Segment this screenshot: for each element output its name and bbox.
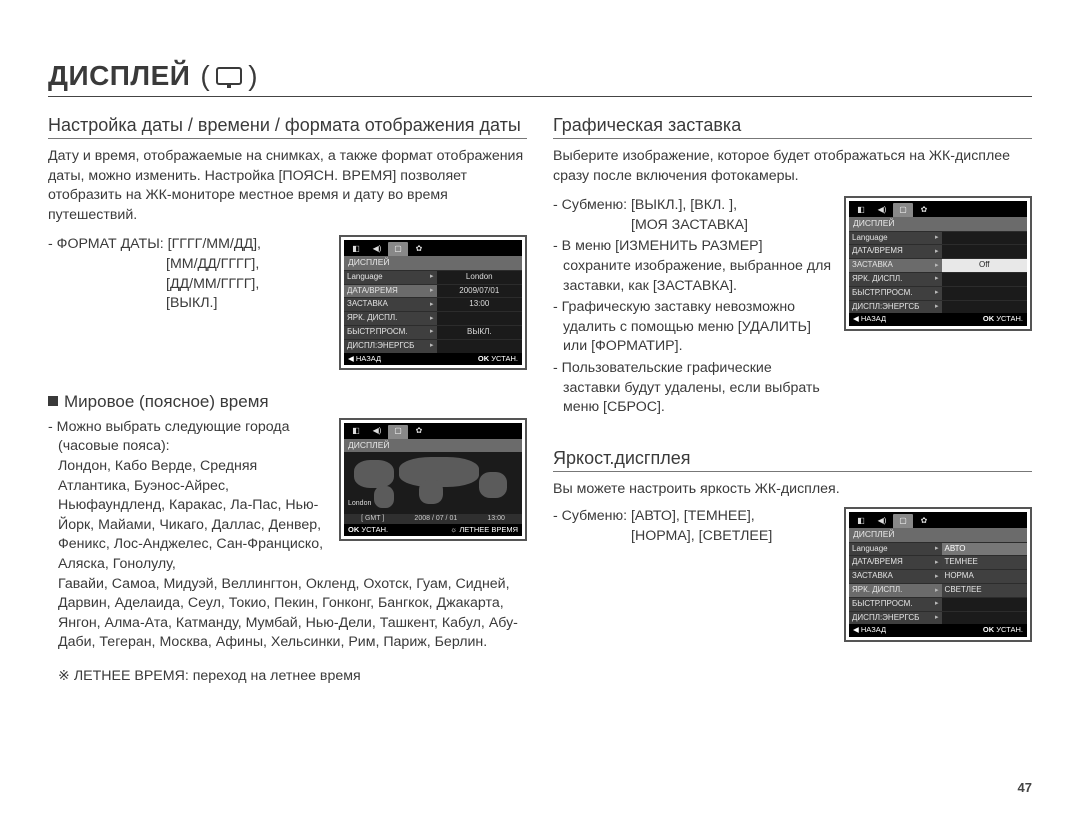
cam-widget-splash: ◧ ◀) ▢ ✿ ДИСПЛЕЙ Language▸ ДАТА/ВРЕМЯ▸ З… bbox=[844, 196, 1032, 330]
val-date: 2009/07/01 bbox=[437, 285, 522, 298]
world-map[interactable]: London [ GMT ] 2008 / 07 / 01 13:00 bbox=[344, 452, 522, 524]
opt-auto[interactable]: АВТО bbox=[942, 543, 1027, 556]
right-p1: Выберите изображение, которое будет отоб… bbox=[553, 147, 1032, 186]
menu-splash-4[interactable]: ЗАСТАВКА▸ bbox=[849, 570, 942, 583]
splash-sub1b: [МОЯ ЗАСТАВКА] bbox=[553, 216, 832, 236]
right-column: Графическая заставка Выберите изображени… bbox=[553, 115, 1032, 686]
map-city: London bbox=[348, 500, 371, 508]
menu-save[interactable]: ДИСПЛ:ЭНЕРГСБ▸ bbox=[344, 340, 437, 353]
cam-widget-brightness: ◧ ◀) ▢ ✿ ДИСПЛЕЙ Language▸АВТО ДАТА/ВРЕМ… bbox=[844, 507, 1032, 641]
menu-date-4[interactable]: ДАТА/ВРЕМЯ▸ bbox=[849, 556, 942, 569]
tab-camera-icon: ◧ bbox=[851, 514, 871, 528]
menu-bright-4[interactable]: ЯРК. ДИСПЛ.▸ bbox=[849, 584, 942, 597]
bright-text-block: - Субменю: [АВТО], [ТЕМНЕЕ], [НОРМА], [С… bbox=[553, 507, 832, 546]
menu-lang-4[interactable]: Language▸ bbox=[849, 543, 942, 556]
world-intro-block: - Можно выбрать следующие города (часовы… bbox=[48, 418, 327, 575]
menu-bright-3[interactable]: ЯРК. ДИСПЛ.▸ bbox=[849, 273, 942, 286]
world-subhead: Мировое (поясное) время bbox=[48, 392, 527, 412]
menu-save-3[interactable]: ДИСПЛ:ЭНЕРГСБ▸ bbox=[849, 301, 942, 314]
menu-quick[interactable]: БЫСТР.ПРОСМ.▸ bbox=[344, 326, 437, 339]
date-format-0: [ГГГГ/ММ/ДД], bbox=[168, 236, 261, 252]
page-number: 47 bbox=[1018, 780, 1032, 795]
tab-sound-icon: ◀) bbox=[367, 242, 387, 256]
menu-bright[interactable]: ЯРК. ДИСПЛ.▸ bbox=[344, 312, 437, 325]
left-intro: Дату и время, отображаемые на снимках, а… bbox=[48, 147, 527, 225]
tab-camera-icon: ◧ bbox=[346, 425, 366, 439]
tab-gear-icon: ✿ bbox=[409, 425, 429, 439]
tab-display-icon: ▢ bbox=[388, 425, 408, 439]
val-off: ВЫКЛ. bbox=[437, 326, 522, 339]
menu-splash-3[interactable]: ЗАСТАВКА▸ bbox=[849, 259, 942, 272]
menu-quick-3[interactable]: БЫСТР.ПРОСМ.▸ bbox=[849, 287, 942, 300]
display-icon bbox=[216, 67, 242, 85]
square-bullet-icon bbox=[48, 396, 58, 406]
dst-note: ※ ЛЕТНЕЕ ВРЕМЯ: переход на летнее время bbox=[48, 667, 527, 687]
menu-quick-4[interactable]: БЫСТР.ПРОСМ.▸ bbox=[849, 598, 942, 611]
page-title: ДИСПЛЕЙ ( ) bbox=[48, 60, 1032, 97]
date-format-block: - ФОРМАТ ДАТЫ: [ГГГГ/ММ/ДД], [ММ/ДД/ГГГГ… bbox=[48, 235, 327, 313]
val-off-en: Off bbox=[942, 259, 1027, 272]
tab-camera-icon: ◧ bbox=[346, 242, 366, 256]
foot-ok-2[interactable]: OK УСТАН. bbox=[348, 526, 388, 534]
splash-b3: - Пользовательские графические заставки … bbox=[553, 359, 832, 418]
menu-date-3[interactable]: ДАТА/ВРЕМЯ▸ bbox=[849, 245, 942, 258]
tab-display-icon: ▢ bbox=[388, 242, 408, 256]
opt-light[interactable]: СВЕТЛЕЕ bbox=[942, 584, 1027, 597]
splash-b1: - В меню [ИЗМЕНИТЬ РАЗМЕР] сохраните изо… bbox=[553, 237, 832, 296]
tab-display-icon: ▢ bbox=[893, 203, 913, 217]
foot-ok-4[interactable]: OK УСТАН. bbox=[983, 626, 1023, 634]
opt-dark[interactable]: ТЕМНЕЕ bbox=[942, 556, 1027, 569]
splash-text-block: - Субменю: [ВЫКЛ.], [ВКЛ. ], [МОЯ ЗАСТАВ… bbox=[553, 196, 832, 418]
tab-sound-icon: ◀) bbox=[872, 203, 892, 217]
splash-sub1: - Субменю: [ВЫКЛ.], [ВКЛ. ], bbox=[553, 196, 832, 216]
right-p2: Вы можете настроить яркость ЖК-дисплея. bbox=[553, 480, 1032, 500]
val-time: 13:00 bbox=[437, 298, 522, 311]
bright-sub2b: [НОРМА], [СВЕТЛЕЕ] bbox=[553, 527, 832, 547]
val-lang: London bbox=[437, 271, 522, 284]
menu-lang-3[interactable]: Language▸ bbox=[849, 232, 942, 245]
foot-ok-3[interactable]: OK УСТАН. bbox=[983, 315, 1023, 323]
tab-sound-icon: ◀) bbox=[872, 514, 892, 528]
cities-rest: Гавайи, Самоа, Мидуэй, Веллингтон, Оклен… bbox=[48, 575, 527, 653]
cities-partial: Лондон, Кабо Верде, Средняя Атлантика, Б… bbox=[48, 457, 327, 575]
foot-ok[interactable]: OK УСТАН. bbox=[478, 355, 518, 363]
menu-lang[interactable]: Language▸ bbox=[344, 271, 437, 284]
world-intro: - Можно выбрать следующие города (часовы… bbox=[48, 418, 327, 457]
tab-sound-icon: ◀) bbox=[367, 425, 387, 439]
cam-widget-datetime: ◧ ◀) ▢ ✿ ДИСПЛЕЙ Language▸London ДАТА/ВР… bbox=[339, 235, 527, 369]
left-column: Настройка даты / времени / формата отобр… bbox=[48, 115, 527, 686]
right-h1: Графическая заставка bbox=[553, 115, 1032, 139]
cam-widget-worldtime: ◧ ◀) ▢ ✿ ДИСПЛЕЙ London [ GM bbox=[339, 418, 527, 542]
menu-save-4[interactable]: ДИСПЛ:ЭНЕРГСБ▸ bbox=[849, 612, 942, 625]
cam-title-4: ДИСПЛЕЙ bbox=[849, 528, 1027, 541]
date-format-3: [ВЫКЛ.] bbox=[166, 295, 217, 311]
date-format-label: - ФОРМАТ ДАТЫ: bbox=[48, 236, 164, 252]
menu-date[interactable]: ДАТА/ВРЕМЯ▸ bbox=[344, 285, 437, 298]
splash-b2: - Графическую заставку невозможно удалит… bbox=[553, 298, 832, 357]
opt-norm[interactable]: НОРМА bbox=[942, 570, 1027, 583]
cam-title-3: ДИСПЛЕЙ bbox=[849, 217, 1027, 230]
tab-camera-icon: ◧ bbox=[851, 203, 871, 217]
date-format-2: [ДД/ММ/ГГГГ], bbox=[166, 276, 259, 292]
tab-gear-icon: ✿ bbox=[914, 514, 934, 528]
tab-gear-icon: ✿ bbox=[914, 203, 934, 217]
bright-sub2: - Субменю: [АВТО], [ТЕМНЕЕ], bbox=[553, 507, 832, 527]
date-format-1: [ММ/ДД/ГГГГ], bbox=[166, 256, 259, 272]
right-h2: Яркост.дисгплея bbox=[553, 448, 1032, 472]
title-icon-group: ( ) bbox=[200, 60, 258, 92]
cam-title-2: ДИСПЛЕЙ bbox=[344, 439, 522, 452]
foot-dst[interactable]: ☼ ЛЕТНЕЕ ВРЕМЯ bbox=[450, 526, 518, 534]
left-heading: Настройка даты / времени / формата отобр… bbox=[48, 115, 527, 139]
foot-back-3[interactable]: ◀ НАЗАД bbox=[853, 315, 886, 323]
foot-back-4[interactable]: ◀ НАЗАД bbox=[853, 626, 886, 634]
cam-title: ДИСПЛЕЙ bbox=[344, 256, 522, 269]
tab-gear-icon: ✿ bbox=[409, 242, 429, 256]
tab-display-icon: ▢ bbox=[893, 514, 913, 528]
foot-back[interactable]: ◀ НАЗАД bbox=[348, 355, 381, 363]
title-text: ДИСПЛЕЙ bbox=[48, 60, 190, 92]
menu-splash[interactable]: ЗАСТАВКА▸ bbox=[344, 298, 437, 311]
